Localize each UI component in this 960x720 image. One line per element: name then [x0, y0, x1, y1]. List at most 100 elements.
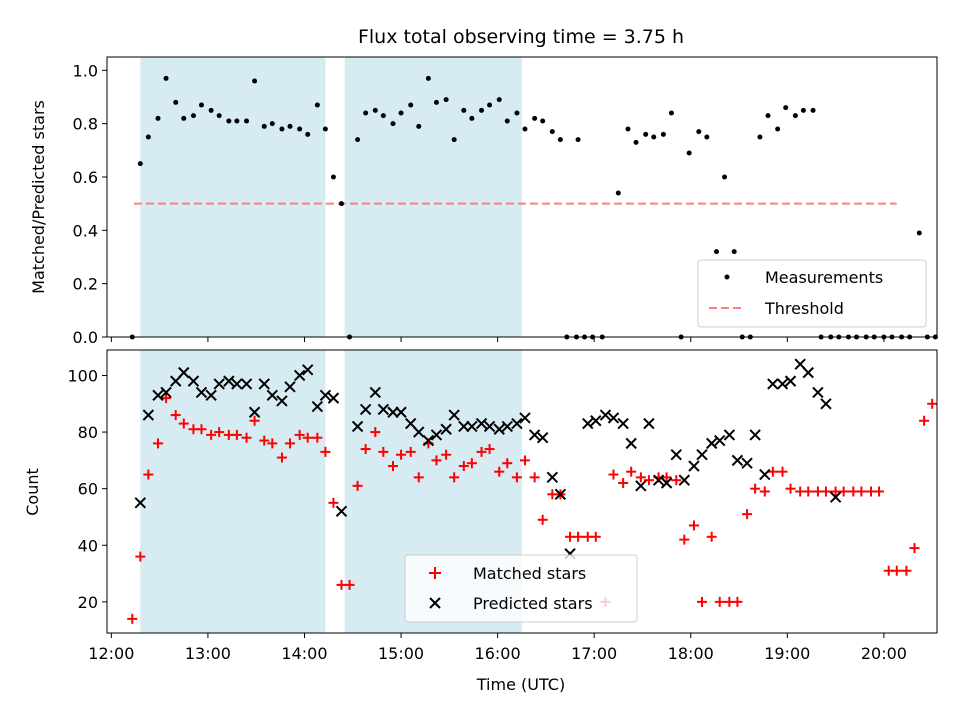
predicted-star-point [546, 471, 559, 484]
predicted-star-point [784, 375, 797, 387]
predicted-star-point [466, 420, 478, 433]
predicted-star-stroke [723, 429, 736, 441]
predicted-star-point [335, 505, 348, 518]
predicted-star-stroke [678, 474, 691, 486]
bottom-y-tick-label: 20 [78, 593, 98, 612]
measurement-point [314, 102, 320, 108]
predicted-star-point [293, 369, 306, 382]
predicted-star-point [528, 429, 541, 441]
matched-star-point [328, 497, 339, 508]
predicted-star-point [413, 426, 425, 438]
predicted-star-stroke [625, 437, 637, 450]
matched-star-point [679, 534, 690, 545]
matched-star-point [143, 469, 154, 480]
predicted-star-point [705, 437, 718, 450]
matched-star-point [178, 418, 189, 429]
measurement-point [443, 97, 449, 103]
matched-star-point [502, 458, 513, 469]
predicted-star-point [377, 403, 390, 416]
predicted-star-stroke [195, 386, 208, 399]
matched-star-point [767, 466, 778, 477]
predicted-star-stroke [404, 417, 417, 430]
predicted-star-stroke [812, 386, 824, 399]
measurement-point [557, 137, 563, 143]
measurement-points [129, 75, 938, 340]
predicted-star-point [266, 389, 278, 401]
matched-star-point [706, 531, 717, 542]
predicted-star-point [723, 429, 736, 441]
predicted-star-stroke [776, 378, 789, 390]
predicted-star-point [607, 412, 620, 424]
measurement-point [651, 134, 657, 140]
predicted-star-stroke [335, 505, 348, 518]
matched-star-point [267, 438, 278, 449]
predicted-star-stroke [258, 378, 270, 390]
matched-star-point [458, 461, 469, 472]
predicted-star-stroke [301, 364, 314, 376]
legend-threshold-label: Threshold [764, 299, 844, 318]
shaded-interval [140, 350, 326, 633]
predicted-star-point [519, 412, 531, 424]
measurement-point [269, 121, 275, 127]
predicted-star-point [767, 378, 779, 390]
predicted-star-point [741, 457, 753, 469]
matched-star-point [196, 424, 207, 435]
predicted-star-stroke [511, 417, 523, 430]
predicted-star-point [178, 366, 190, 379]
predicted-star-point [258, 378, 270, 390]
bottom-y-ticks: 20 40 60 80 100 [67, 366, 107, 612]
matched-star-point [909, 543, 920, 554]
measurement-point [330, 174, 336, 180]
measurement-point [355, 137, 361, 143]
measurement-point [234, 118, 240, 124]
predicted-star-stroke [327, 392, 340, 404]
legend-matched-label: Matched stars [473, 564, 586, 583]
predicted-star-stroke [546, 471, 559, 484]
bottom-y-tick-label: 80 [78, 423, 98, 442]
bottom-x-ticks: 12:00 13:00 14:00 15:00 16:00 17:00 18:00 19:00… [88, 633, 907, 663]
bottom-y-axis-label: Count [23, 468, 42, 516]
top-y-tick-label: 0.0 [73, 328, 98, 347]
matched-star-point [732, 596, 743, 607]
predicted-star-point [643, 417, 655, 430]
predicted-star-point [599, 409, 612, 421]
matched-star-point [344, 579, 355, 590]
predicted-star-stroke [430, 429, 443, 441]
predicted-star-point [142, 409, 155, 421]
predicted-star-point [369, 386, 382, 399]
predicted-star-point [625, 437, 637, 450]
predicted-star-stroke [134, 497, 147, 509]
measurement-point [287, 123, 293, 129]
matched-star-point [519, 455, 530, 466]
predicted-star-stroke [767, 378, 779, 390]
matched-star-point [413, 472, 424, 483]
x-tick-label: 17:00 [571, 644, 617, 663]
predicted-star-stroke [501, 420, 513, 433]
matched-star-point [312, 432, 323, 443]
matched-star-point [449, 472, 460, 483]
matched-star-point [742, 509, 753, 520]
predicted-star-stroke [643, 417, 655, 430]
predicted-star-stroke [536, 432, 549, 444]
measurement-point [279, 126, 285, 132]
matched-star-point [284, 438, 295, 449]
predicted-star-point [554, 488, 567, 501]
legend-predicted-label: Predicted stars [473, 594, 593, 613]
predicted-star-point [152, 389, 164, 401]
matched-star-point [919, 415, 930, 426]
predicted-star-point [493, 423, 505, 435]
predicted-star-stroke [240, 378, 253, 390]
x-tick-label: 14:00 [281, 644, 327, 663]
matched-star-point [511, 472, 522, 483]
x-tick-label: 18:00 [668, 644, 714, 663]
matched-star-point [276, 452, 287, 463]
measurement-point [390, 121, 396, 127]
matched-star-point [170, 410, 181, 421]
predicted-star-point [660, 477, 673, 489]
predicted-star-stroke [794, 358, 806, 370]
measurement-point [137, 161, 143, 167]
measurement-point [469, 115, 475, 121]
measurement-point [338, 201, 344, 207]
predicted-star-stroke [617, 417, 629, 430]
predicted-star-stroke [519, 412, 531, 424]
